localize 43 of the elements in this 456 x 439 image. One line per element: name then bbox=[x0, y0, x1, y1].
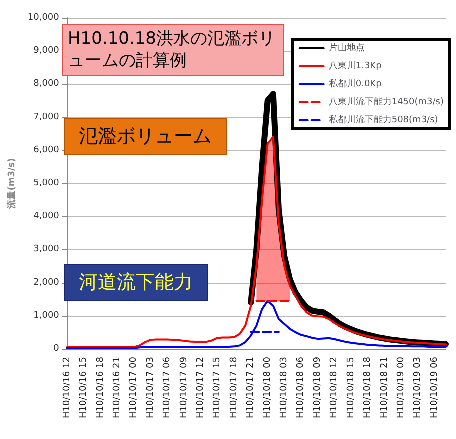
legend-label: 八東川流下能力1450(m3/s) bbox=[328, 96, 444, 108]
y-tick-label: 9,000 bbox=[34, 46, 60, 56]
x-tick-label: H10/10/19 00 bbox=[396, 356, 406, 419]
y-tick-label: 2,000 bbox=[34, 278, 60, 288]
x-tick-label: H10/10/18 18 bbox=[363, 356, 374, 419]
x-tick-label: H10/10/19 03 bbox=[413, 357, 424, 419]
y-tick-label: 3,000 bbox=[34, 244, 60, 255]
legend-label: 私都川流下能力508(m3/s) bbox=[328, 114, 438, 126]
x-tick-label: H10/10/17 12 bbox=[196, 357, 206, 419]
x-tick-label: H10/10/16 18 bbox=[96, 356, 106, 419]
x-tick-label: H10/10/17 15 bbox=[212, 357, 223, 419]
x-tick-label: H10/10/17 09 bbox=[179, 356, 190, 419]
y-tick-label: 6,000 bbox=[34, 145, 60, 156]
x-tick-label: H10/10/17 18 bbox=[229, 356, 240, 419]
x-tick-label: H10/10/18 09 bbox=[312, 356, 323, 419]
x-tick-label: H10/10/16 21 bbox=[112, 357, 122, 419]
x-tick-label: H10/10/16 15 bbox=[79, 357, 90, 419]
x-tick-label: H10/10/18 15 bbox=[346, 357, 356, 419]
legend-label: 私都川0.0Kp bbox=[328, 78, 382, 90]
x-tick-label: H10/10/17 21 bbox=[246, 357, 256, 419]
legend-label: 片山地点 bbox=[328, 42, 365, 54]
y-tick-label: 10,000 bbox=[28, 13, 60, 23]
x-tick-label: H10/10/17 00 bbox=[129, 356, 140, 419]
x-tick-label: H10/10/18 12 bbox=[330, 357, 340, 419]
y-axis-title: 流量(m3/s) bbox=[6, 158, 18, 210]
y-tick-label: 0 bbox=[54, 344, 60, 354]
x-tick-label: H10/10/19 06 bbox=[430, 356, 440, 419]
legend-label: 八東川1.3Kp bbox=[328, 60, 382, 72]
x-tick-label: H10/10/17 03 bbox=[146, 357, 156, 419]
y-tick-label: 8,000 bbox=[34, 79, 60, 90]
y-tick-label: 4,000 bbox=[34, 212, 60, 222]
y-tick-label: 5,000 bbox=[34, 178, 60, 188]
text: H10.10.18洪水の氾濫ボリュームの計算例 bbox=[68, 29, 276, 71]
x-tick-label: H10/10/18 03 bbox=[280, 357, 290, 419]
x-tick-label: H10/10/18 00 bbox=[262, 356, 273, 419]
x-tick-label: H10/10/17 06 bbox=[162, 356, 173, 419]
x-tick-label: H10/10/18 21 bbox=[380, 357, 390, 419]
x-tick-label: H10/10/18 06 bbox=[296, 356, 306, 419]
annotation: 氾濫ボリューム bbox=[79, 126, 212, 148]
y-tick-label: 7,000 bbox=[34, 112, 60, 122]
x-tick-label: H10/10/16 12 bbox=[62, 357, 72, 419]
y-tick-label: 1,000 bbox=[34, 310, 60, 321]
annotation: 河道流下能力 bbox=[79, 272, 193, 294]
